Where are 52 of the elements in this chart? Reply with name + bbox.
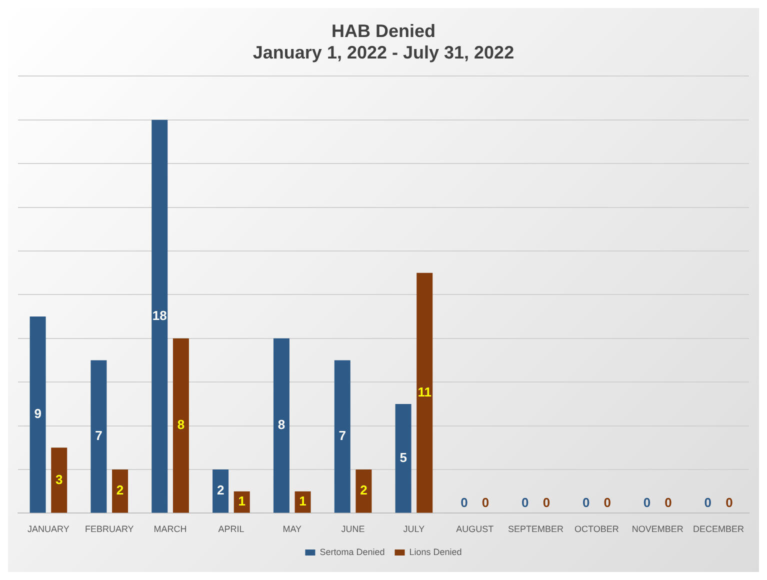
data-label: 0 (582, 494, 590, 510)
bar (112, 470, 128, 513)
x-tick-label: NOVEMBER (632, 524, 684, 534)
x-tick-label: JANUARY (28, 524, 70, 534)
data-label: 0 (664, 494, 672, 510)
bar (30, 316, 46, 513)
bar (395, 404, 412, 513)
x-tick-label: AUGUST (456, 524, 494, 534)
data-label: 7 (338, 428, 346, 444)
bar (416, 272, 433, 513)
bar (90, 360, 107, 513)
data-label: 0 (482, 494, 490, 510)
data-label: 1 (238, 494, 246, 509)
data-label: 11 (418, 384, 432, 400)
data-label: 0 (522, 494, 529, 510)
data-label: 8 (278, 417, 286, 432)
bar (334, 360, 350, 513)
bar (152, 120, 168, 513)
x-tick-label: OCTOBER (574, 524, 620, 534)
bar (212, 470, 229, 513)
bar (51, 448, 68, 513)
bar (356, 470, 372, 513)
legend-label: Lions Denied (409, 546, 462, 557)
data-label: 2 (216, 482, 224, 498)
x-tick-label: SEPTEMBER (508, 524, 564, 534)
data-label: 3 (56, 472, 63, 487)
legend-label: Sertoma Denied (320, 546, 385, 557)
data-label: 0 (604, 494, 611, 510)
x-tick-label: MARCH (154, 524, 187, 534)
data-label: 1 (299, 494, 306, 509)
data-label: 5 (400, 450, 407, 465)
data-label: 0 (726, 494, 733, 510)
bar (273, 338, 290, 513)
data-label: 0 (704, 494, 712, 510)
data-label: 2 (116, 482, 124, 498)
data-label: 0 (460, 494, 468, 510)
data-label: 0 (542, 494, 550, 510)
data-label: 0 (643, 494, 651, 510)
bar (172, 338, 189, 513)
chart-title: HAB Denied January 1, 2022 - July 31, 2022 (252, 20, 514, 62)
x-tick-label: APRIL (218, 524, 244, 534)
x-tick-label: MAY (282, 524, 302, 534)
data-label: 8 (177, 417, 185, 432)
x-tick-label: JULY (403, 524, 425, 534)
data-label: 18 (152, 308, 167, 323)
bar (294, 491, 311, 513)
data-label: 7 (95, 428, 102, 444)
x-tick-label: DECEMBER (693, 524, 745, 534)
data-label: 2 (360, 482, 368, 498)
x-tick-label: JUNE (341, 524, 365, 534)
x-tick-label: FEBRUARY (84, 524, 134, 534)
data-label: 9 (34, 406, 42, 422)
